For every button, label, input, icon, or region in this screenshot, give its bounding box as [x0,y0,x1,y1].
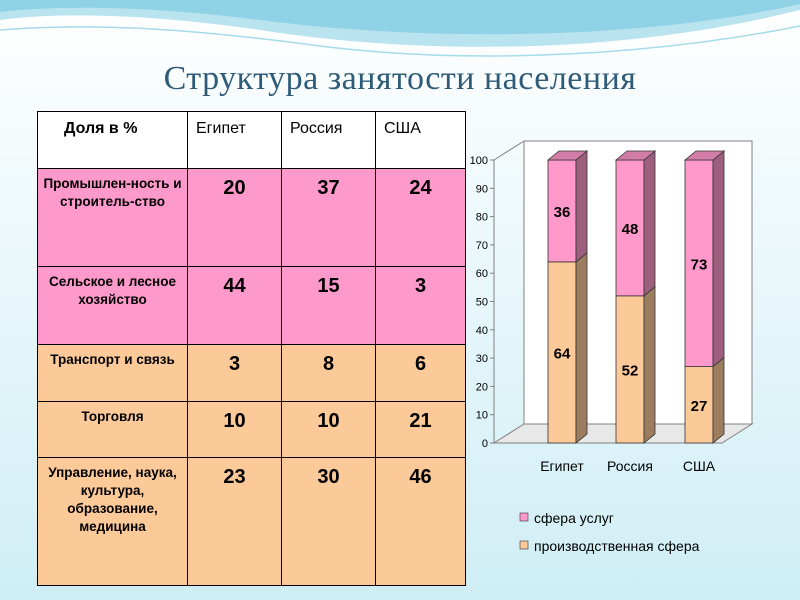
table-cell: 10 [281,401,376,458]
table-row: Торговля 10 10 21 [37,401,466,458]
table-row: Транспорт и связь 3 8 6 [37,344,466,402]
y-tick-label: 20 [476,381,488,393]
bar-top [614,150,657,161]
bar-segment [547,159,577,263]
bar-data-label: 52 [622,362,639,379]
employment-table: Доля в % Египет Россия США Промышлен-нос… [37,111,466,586]
table-row: Сельское и лесное хозяйство 44 15 3 [37,266,466,345]
y-tick-label: 30 [476,353,488,365]
row-label: Управление, наука, культура, образование… [37,457,188,586]
table-header-russia: Россия [281,111,376,169]
table-cell: 46 [375,457,466,586]
x-tick-label: Россия [607,458,653,474]
table-cell: 8 [281,344,376,402]
bar-data-label: 36 [554,204,571,221]
table-cell: 20 [187,168,282,267]
bar-segment-side [712,150,725,368]
table-header-share: Доля в % [37,111,188,169]
legend-label: сфера услуг [534,510,614,526]
legend-swatch [519,512,529,522]
y-tick-label: 50 [476,297,488,309]
y-tick-label: 10 [476,410,488,422]
table-cell: 6 [375,344,466,402]
table-cell: 3 [187,344,282,402]
table-cell: 37 [281,168,376,267]
bar-segment [684,366,714,444]
y-tick-label: 70 [476,240,488,252]
bar-segment-side [575,150,588,263]
bar-data-label: 73 [691,256,708,273]
bar-segment-side [643,285,656,444]
x-tick-label: Египет [540,458,584,474]
table-row: Управление, наука, культура, образование… [37,457,466,586]
table-cell: 30 [281,457,376,586]
table-cell: 44 [187,266,282,345]
table-header-usa: США [375,111,466,169]
bar-segment-side [712,356,725,444]
row-label: Торговля [37,401,188,458]
row-label: Транспорт и связь [37,344,188,402]
table-cell: 21 [375,401,466,458]
y-tick-label: 60 [476,268,488,280]
bar-top [683,150,726,161]
table-row: Промышлен-ность и строитель-ство 20 37 2… [37,168,466,267]
stacked-bar-chart: 0 10 20 30 40 50 60 70 80 90 100 64 36 Египет 52 48 Росс… [470,140,754,554]
bar-segment [615,295,645,444]
x-tick-label: США [683,458,716,474]
table-cell: 3 [375,266,466,345]
bar-segment-side [643,150,656,297]
bar-top [546,150,589,161]
table-cell: 24 [375,168,466,267]
table-cell: 15 [281,266,376,345]
y-tick-label: 40 [476,325,488,337]
chart-side-wall-edge [493,140,525,161]
legend-swatch [519,540,529,550]
slide-title: Структура занятости населения [163,60,637,97]
row-label: Промышлен-ность и строитель-ство [37,168,188,267]
bar-segment [684,159,714,367]
bar-data-label: 27 [691,398,708,415]
y-tick-label: 80 [476,212,488,224]
y-tick-label: 100 [470,155,488,167]
bar-segment-side [575,252,588,444]
y-tick-label: 0 [482,438,488,450]
bar-data-label: 48 [622,221,639,238]
row-label: Сельское и лесное хозяйство [37,266,188,345]
y-tick-label: 90 [476,183,488,195]
bar-data-label: 64 [554,345,571,362]
table-cell: 10 [187,401,282,458]
legend-label: производственная сфера [534,538,700,554]
table-header-egypt: Египет [187,111,282,169]
table-header-row: Доля в % Египет Россия США [37,111,466,169]
table-cell: 23 [187,457,282,586]
